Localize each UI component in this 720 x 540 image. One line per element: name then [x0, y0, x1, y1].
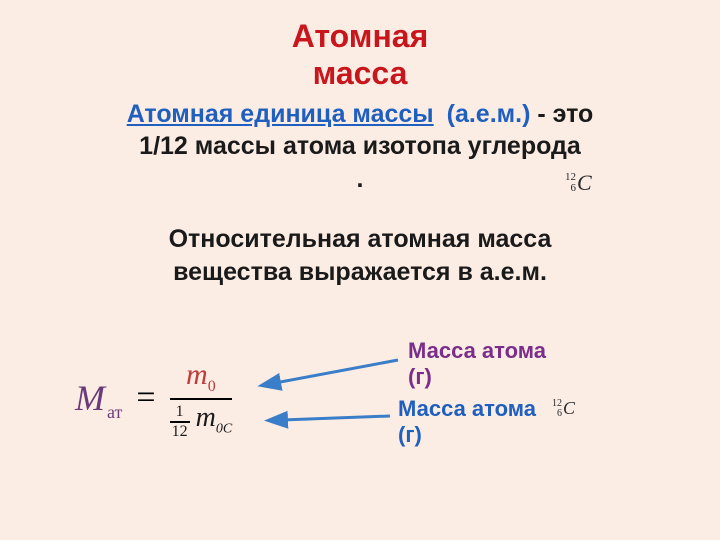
formula-lhs-m: M	[75, 378, 105, 418]
formula-eq: =	[136, 379, 155, 417]
isotope2-charge: 6	[557, 409, 562, 419]
den-small-top: 1	[176, 404, 184, 420]
label-bottom-line2: (г)	[398, 422, 422, 447]
title-line2: масса	[313, 55, 408, 91]
label-bottom-line1: Масса атома	[398, 396, 536, 421]
definition-rest3: .	[357, 165, 364, 193]
label-mass-bottom: Масса атома (г)	[398, 396, 536, 449]
isotope2-mass: 12	[552, 399, 562, 409]
title-line1: Атомная	[292, 18, 429, 54]
formula-num-sub: 0	[208, 378, 216, 395]
isotope-symbol-1: 12 6 C	[565, 170, 592, 196]
relative-line1: Относительная атомная масса	[169, 225, 552, 253]
den-m: m	[196, 402, 216, 433]
definition-block: Атомная единица массы (а.е.м.) - это 1/1…	[0, 98, 720, 196]
definition-abbrev: (а.е.м.)	[447, 100, 531, 128]
formula-fraction: m0 1 12 m0C	[170, 358, 233, 438]
label-top-line2: (г)	[408, 364, 432, 389]
isotope2-letter: C	[563, 398, 575, 419]
formula-lhs-sub: ат	[107, 402, 122, 422]
definition-rest2: 1/12 массы атома изотопа углерода	[139, 132, 581, 160]
formula-lhs: Mат	[75, 377, 122, 423]
slide-title: Атомная масса	[0, 18, 720, 92]
isotope1-charge: 6	[571, 183, 577, 194]
denominator-small-fraction: 1 12	[170, 404, 190, 440]
isotope-symbol-2: 12 6 C	[552, 398, 575, 419]
label-mass-top: Масса атома (г)	[408, 338, 546, 391]
label-top-line1: Масса атома	[408, 338, 546, 363]
relative-line2: вещества выражается в а.е.м.	[173, 258, 547, 286]
definition-term: Атомная единица массы	[127, 100, 434, 128]
denominator-m0c: m0C	[196, 402, 233, 438]
relative-block: Относительная атомная масса вещества выр…	[0, 223, 720, 288]
definition-dash: -	[530, 100, 552, 128]
formula-numerator: m0	[176, 358, 226, 398]
definition-rest1: это	[553, 100, 594, 128]
formula: Mат = m0 1 12 m0C	[75, 358, 232, 438]
formula-denominator: 1 12 m0C	[170, 400, 233, 438]
isotope1-letter: C	[577, 170, 592, 196]
den-sub: 0C	[216, 422, 232, 437]
formula-num-m: m	[186, 358, 208, 391]
den-small-bot: 12	[172, 424, 188, 440]
